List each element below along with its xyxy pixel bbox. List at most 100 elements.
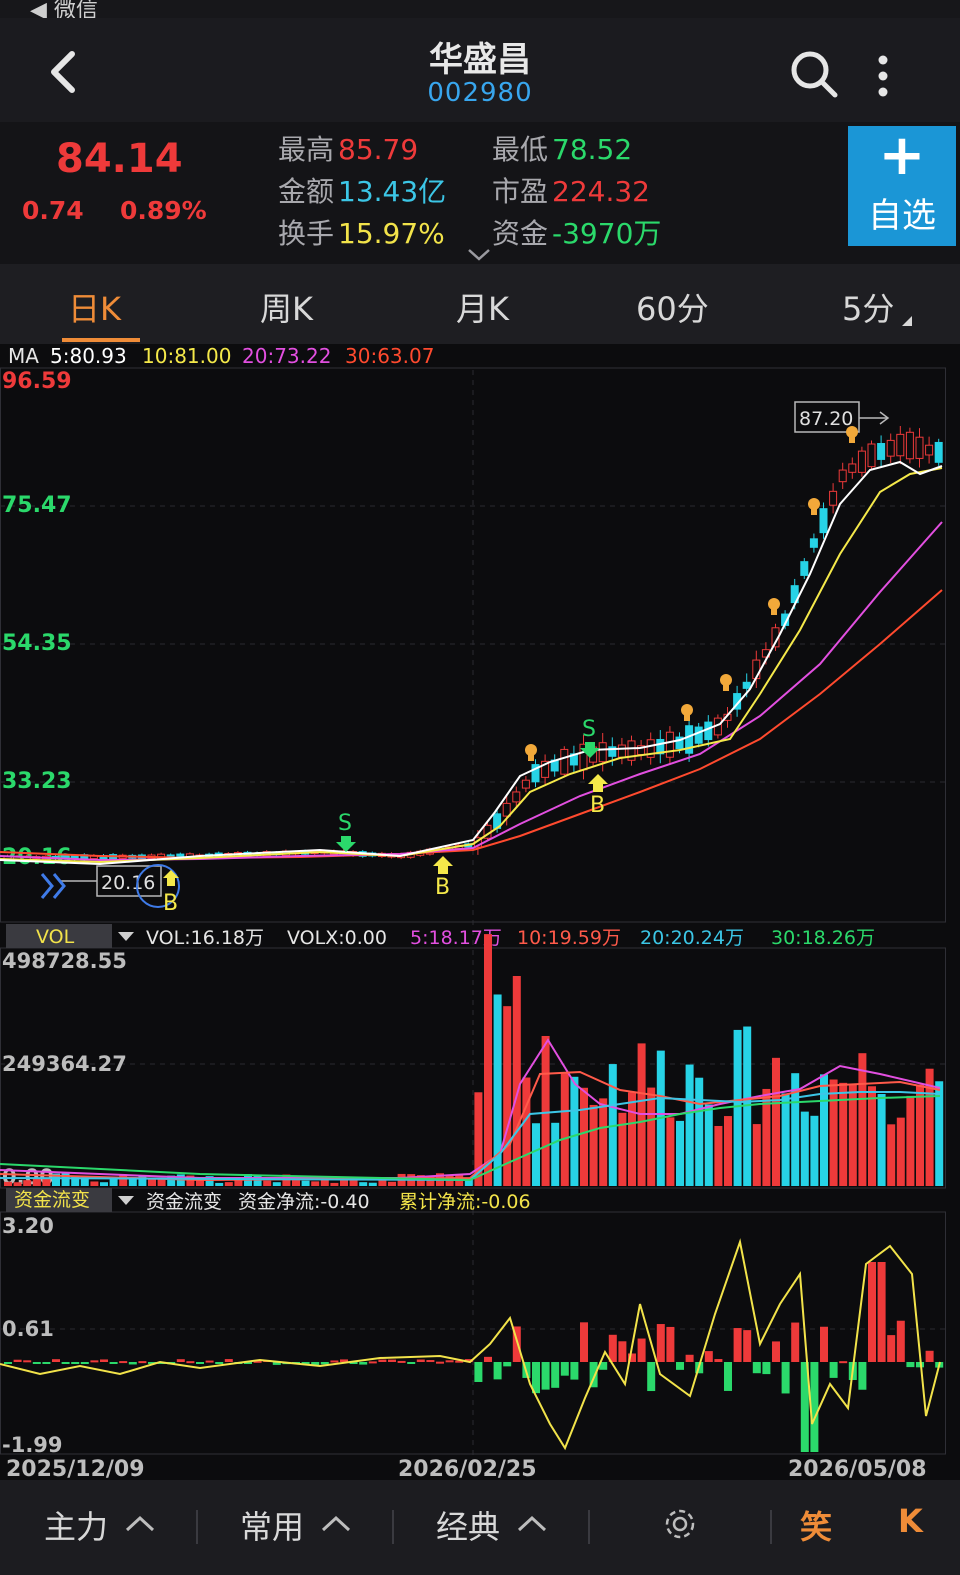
sell-signal: S: [582, 717, 596, 742]
buy-arrow-icon: [433, 856, 453, 874]
back-to-app-label[interactable]: ◀ 微信: [30, 0, 98, 23]
volume-bar: [71, 1176, 80, 1186]
high-marker: 87.20: [794, 401, 890, 433]
buy-signal: B: [435, 875, 450, 900]
fund-flow-bar: [320, 1362, 329, 1365]
k-tool-icon[interactable]: K: [898, 1502, 923, 1540]
volume-bar: [877, 1094, 886, 1186]
vol-ma5-line: [0, 1038, 941, 1179]
candle-body: [838, 469, 847, 483]
fund-flow-bar: [388, 1359, 396, 1362]
volume-bar: [330, 1182, 339, 1186]
ma-legend-prefix: MA: [8, 344, 39, 368]
volume-bar: [829, 1079, 838, 1186]
expand-chevron-icon[interactable]: [466, 248, 492, 262]
fund-flow-bar: [138, 1361, 147, 1364]
kline-chart[interactable]: MA 5:80.93 10:81.00 20:73.22 30:63.07 96…: [0, 344, 960, 1480]
back-arrow-icon[interactable]: [44, 48, 80, 96]
vol-ma30-line: [0, 1095, 941, 1182]
price-change: 0.74: [22, 196, 84, 225]
smile-tool-icon[interactable]: 笑: [800, 1508, 833, 1546]
volume-bar: [349, 1180, 358, 1186]
flow-axis-mid: 0.61: [2, 1317, 54, 1341]
quote-panel: 84.14 0.74 0.89% 最高 85.79 最低 78.52 金额 13.43…: [0, 122, 960, 264]
tab-monthly-k[interactable]: 月K: [456, 290, 509, 328]
stat-amount: 金额 13.43亿: [278, 175, 447, 208]
low-circle-icon: [136, 864, 180, 908]
volume-bar: [263, 1180, 272, 1186]
sell-signal: S: [338, 811, 352, 836]
high-price-label: 87.20: [799, 408, 853, 430]
volume-bar: [224, 1182, 233, 1186]
common-chevron-up-icon[interactable]: [320, 1514, 352, 1534]
tab-5min[interactable]: 5分: [842, 290, 895, 328]
fund-flow-bar: [858, 1362, 867, 1390]
date-label-start: 2025/12/09: [6, 1457, 145, 1480]
fund-flow-bar: [743, 1330, 752, 1362]
fund-flow-bar: [349, 1362, 358, 1364]
tab-dropdown-icon[interactable]: [902, 316, 914, 328]
fund-flow-bar: [532, 1362, 540, 1394]
stock-name: 华盛昌: [429, 40, 531, 80]
main-chevron-up-icon[interactable]: [124, 1514, 156, 1534]
volume-bar: [484, 934, 492, 1186]
more-options-icon[interactable]: [868, 52, 898, 100]
fund-flow-bar: [925, 1350, 934, 1362]
candle-body: [541, 760, 550, 778]
volume-bar: [580, 1087, 588, 1186]
search-icon[interactable]: [788, 48, 840, 100]
volume-bar: [685, 1064, 694, 1186]
fund-flow-bar: [340, 1359, 348, 1362]
volume-bar: [714, 1125, 723, 1186]
price-axis-max: 96.59: [2, 369, 72, 394]
buy-signal: B: [163, 891, 178, 916]
flow-indicator-tag[interactable]: 资金流变: [14, 1189, 90, 1211]
fund-flow-bar: [484, 1356, 492, 1362]
candle-body: [819, 508, 828, 534]
fund-flow-bar: [436, 1361, 444, 1364]
low-marker: 20.16: [40, 864, 180, 908]
fund-flow-bar: [368, 1361, 377, 1364]
fund-flow-bar: [714, 1359, 723, 1362]
vol-axis-max: 498728.55: [2, 949, 127, 973]
candle-body: [531, 764, 540, 783]
fund-flow-bar: [397, 1360, 406, 1363]
classic-menu[interactable]: 经典: [436, 1508, 501, 1546]
fund-flow-bar: [906, 1362, 915, 1368]
fund-flow-bar: [877, 1262, 886, 1362]
status-bar: ◀ 微信: [0, 0, 960, 23]
volume-bar: [340, 1179, 348, 1186]
tab-60min[interactable]: 60分: [636, 290, 709, 328]
flow-dropdown-icon[interactable]: [118, 1196, 134, 1205]
candle-body: [512, 791, 521, 803]
bottom-toolbar: 主力 常用 经典 笑 K: [0, 1480, 960, 1575]
fund-flow-bar: [215, 1362, 224, 1364]
candle-body: [829, 490, 838, 506]
vol-ma20: 20:20.24万: [640, 927, 744, 949]
ma30-legend: 30:63.07: [345, 344, 434, 368]
fund-flow-bar: [128, 1362, 137, 1365]
volume-bar: [628, 1092, 636, 1186]
common-menu[interactable]: 常用: [240, 1508, 305, 1546]
main-force-menu[interactable]: 主力: [44, 1508, 109, 1546]
classic-chevron-up-icon[interactable]: [516, 1514, 548, 1534]
tab-daily-k[interactable]: 日K: [68, 290, 121, 328]
candle-body: [809, 538, 818, 548]
tab-weekly-k[interactable]: 周K: [260, 290, 313, 328]
sell-arrow-icon: [336, 836, 356, 852]
fund-flow-bar: [109, 1362, 118, 1364]
volume-bar: [4, 1181, 12, 1186]
fund-flow-bar: [493, 1362, 502, 1380]
vol-dropdown-icon[interactable]: [118, 932, 134, 941]
fund-flow-bar: [32, 1362, 41, 1364]
header: 华盛昌 002980: [0, 18, 960, 122]
fund-flow-bar: [474, 1362, 483, 1382]
active-tab-indicator: [62, 338, 140, 342]
flow-tag-bg: [6, 1188, 112, 1212]
candle-body: [521, 779, 530, 789]
add-watchlist-button[interactable]: + 自选: [848, 126, 956, 246]
fund-flow-bar: [724, 1362, 732, 1391]
settings-gear-icon[interactable]: [660, 1504, 700, 1544]
vol-indicator-tag[interactable]: VOL: [36, 926, 75, 948]
divider: [770, 1510, 772, 1544]
